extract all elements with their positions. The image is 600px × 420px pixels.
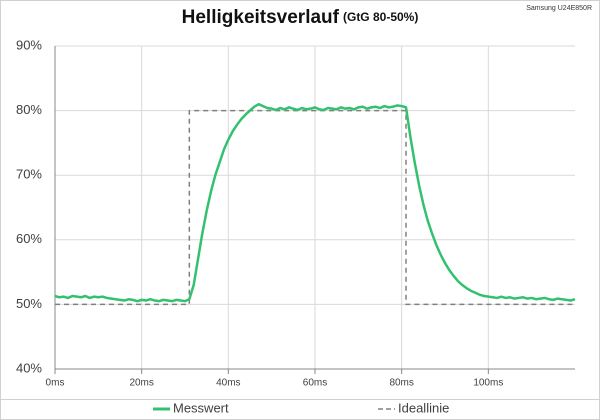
x-tick-label: 60ms: [303, 378, 327, 389]
chart-title: Helligkeitsverlauf: [182, 7, 340, 28]
y-tick-label: 40%: [16, 360, 42, 375]
y-tick-label: 80%: [16, 102, 42, 117]
x-tick-label: 0ms: [46, 378, 65, 389]
y-tick-label: 60%: [16, 231, 42, 246]
x-tick-label: 80ms: [389, 378, 413, 389]
legend-label: Ideallinie: [398, 400, 449, 415]
chart-subtitle: (GtG 80-50%): [343, 10, 418, 24]
y-tick-label: 50%: [16, 296, 42, 311]
chart-note: Samsung U24E850R: [526, 5, 592, 12]
x-tick-label: 40ms: [216, 378, 240, 389]
x-tick-label: 100ms: [473, 378, 503, 389]
data-line: [54, 102, 576, 303]
y-tick-label: 90%: [16, 37, 42, 52]
chart-heading: Helligkeitsverlauf (GtG 80-50%): [182, 7, 419, 28]
x-tick-label: 20ms: [129, 378, 153, 389]
y-tick-label: 70%: [16, 167, 42, 182]
legend-label: Messwert: [173, 400, 229, 415]
